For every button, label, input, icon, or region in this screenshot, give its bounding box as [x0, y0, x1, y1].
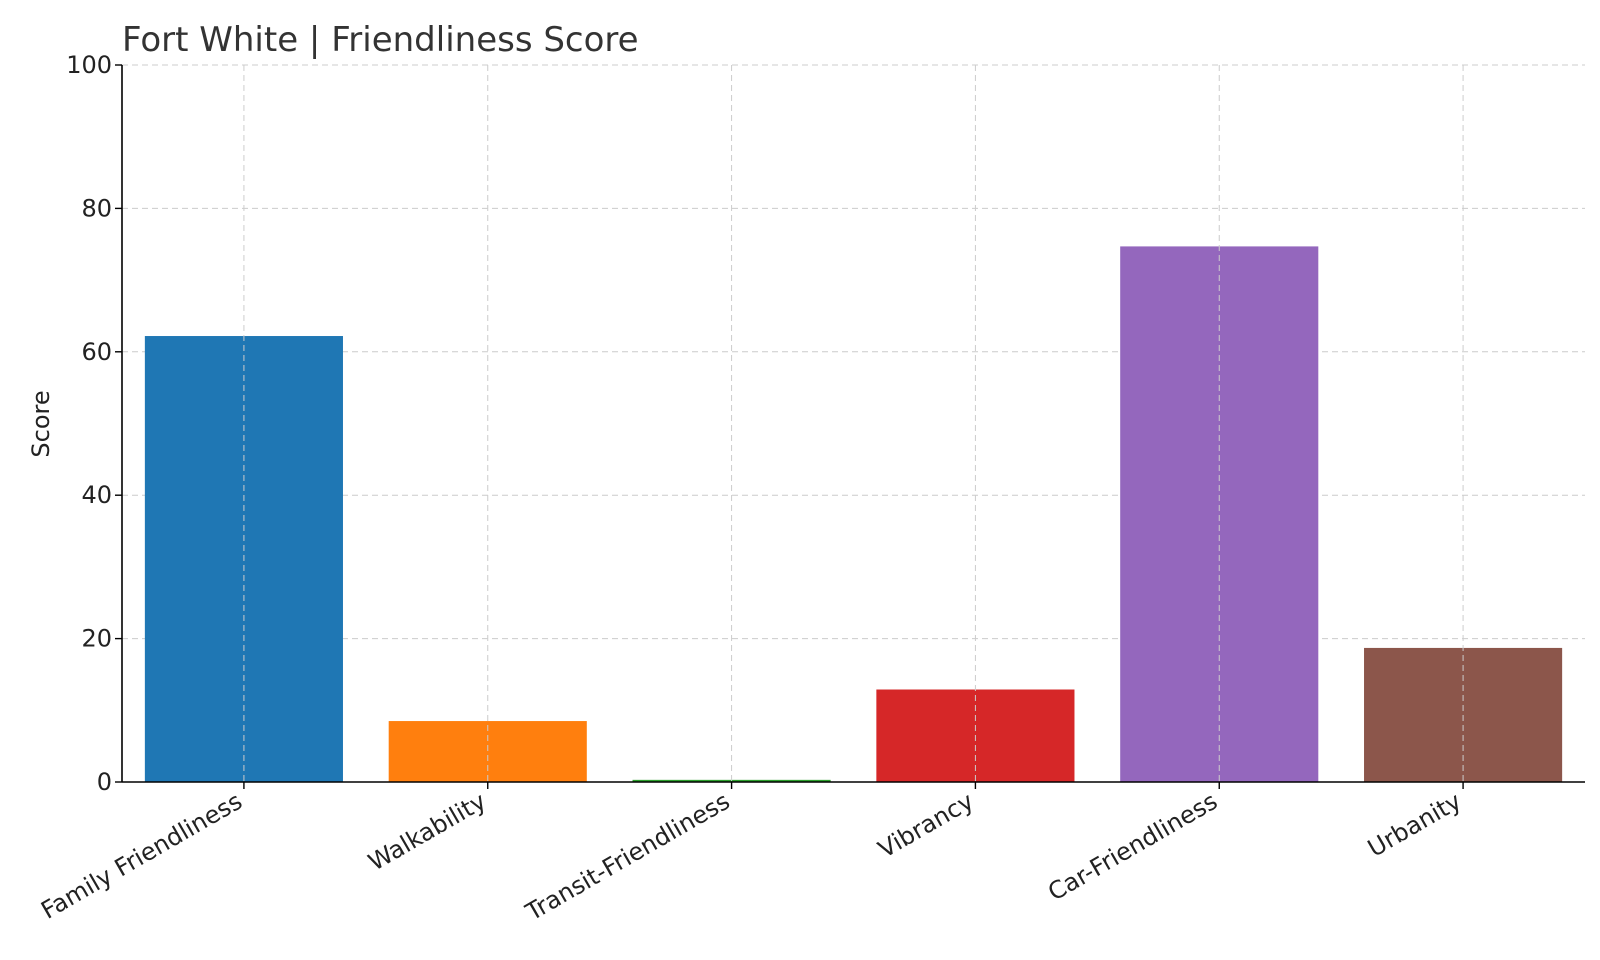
y-tick-label: 100: [66, 51, 112, 79]
x-tick-label: Family Friendliness: [36, 787, 247, 925]
bar-walkability: [388, 721, 587, 782]
chart-title: Fort White | Friendliness Score: [122, 20, 639, 60]
x-tick-label: Car-Friendliness: [1043, 787, 1222, 907]
y-tick-label: 20: [81, 625, 112, 653]
x-tick-label: Walkability: [364, 787, 491, 877]
axes-layer: [121, 65, 1585, 783]
y-tick-label: 80: [81, 194, 112, 222]
x-tick-label: Urbanity: [1363, 787, 1466, 863]
y-tick-label: 0: [97, 768, 112, 796]
y-axis-label: Score: [27, 390, 55, 457]
x-tick-label: Vibrancy: [873, 787, 978, 864]
x-tick-label: Transit-Friendliness: [520, 787, 734, 927]
bars-layer: [144, 246, 1563, 782]
y-tick-label: 60: [81, 338, 112, 366]
y-tick-label: 40: [81, 481, 112, 509]
